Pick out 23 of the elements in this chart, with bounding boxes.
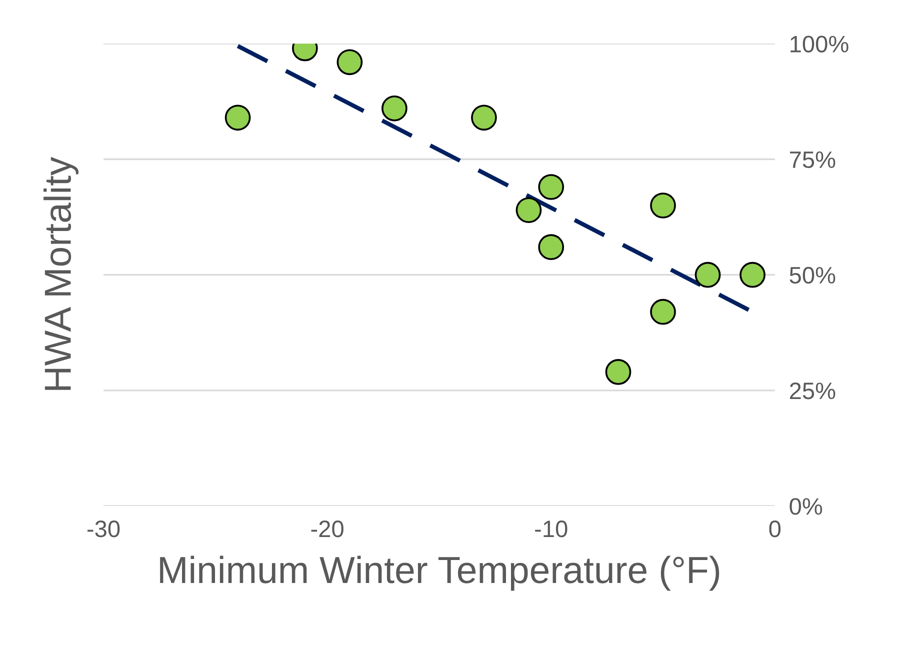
y-tick-label: 0% xyxy=(790,498,822,515)
y-tick-label: 50% xyxy=(790,266,836,284)
point xyxy=(650,192,676,218)
point xyxy=(224,104,251,131)
point xyxy=(694,262,721,288)
x-tick-label: -20 xyxy=(311,520,344,538)
x-tick-label: -10 xyxy=(535,520,568,538)
y-tick-label: 25% xyxy=(790,382,836,400)
x-tick-label: -30 xyxy=(87,520,120,538)
x-tick-label: 0 xyxy=(769,520,781,538)
y-tick-label: 100% xyxy=(790,36,848,52)
point xyxy=(382,95,408,122)
point xyxy=(471,104,497,131)
point xyxy=(740,262,766,288)
point xyxy=(336,49,363,76)
point xyxy=(516,197,542,224)
y-axis-title: HWA Mortality xyxy=(44,156,78,390)
point xyxy=(538,174,564,200)
y-tick-label: 75% xyxy=(790,151,836,168)
x-axis-title: Minimum Winter Temperature (°F) xyxy=(160,556,720,591)
point xyxy=(538,234,564,260)
point xyxy=(605,359,632,385)
point xyxy=(650,298,676,325)
